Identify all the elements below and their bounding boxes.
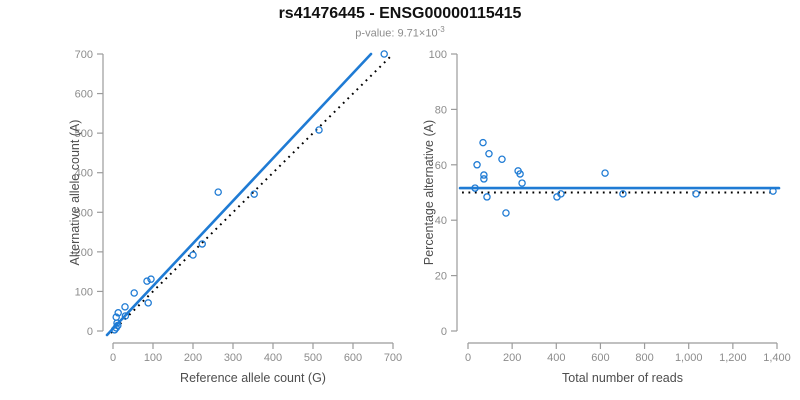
x-axis-title: Reference allele count (G): [180, 371, 326, 385]
data-point: [214, 188, 222, 196]
x-tick-label: 700: [384, 352, 402, 364]
data-point: [130, 289, 138, 297]
data-point: [480, 175, 488, 183]
data-point: [315, 126, 323, 134]
data-point: [557, 190, 565, 198]
data-point: [502, 209, 510, 217]
y-tick-label: 200: [75, 247, 93, 259]
data-point: [147, 275, 155, 283]
data-point: [769, 187, 777, 195]
x-tick-label: 400: [547, 352, 565, 364]
y-tick-label: 20: [435, 271, 447, 283]
data-point: [516, 170, 524, 178]
x-tick-label: 0: [110, 352, 116, 364]
x-tick-label: 200: [184, 352, 202, 364]
data-point: [479, 138, 487, 147]
figure-subtitle: p-value: 9.71×10-3: [0, 25, 800, 40]
data-point: [485, 149, 493, 158]
x-tick-label: 500: [304, 352, 322, 364]
x-tick-label: 1,200: [719, 352, 747, 364]
data-point: [619, 190, 627, 198]
x-tick-label: 600: [344, 352, 362, 364]
data-point: [471, 184, 479, 192]
pvalue-exponent: -3: [437, 25, 445, 34]
regression-line: [105, 52, 373, 337]
y-tick-label: 300: [75, 207, 93, 219]
y-axis-title: Alternative allele count (A): [68, 120, 82, 266]
data-point: [114, 309, 122, 317]
y-tick-label: 700: [75, 49, 93, 61]
data-point: [112, 313, 120, 321]
data-point: [121, 303, 129, 311]
data-point: [143, 277, 151, 285]
x-tick-label: 600: [591, 352, 609, 364]
x-tick-label: 400: [264, 352, 282, 364]
x-tick-label: 1,000: [675, 352, 703, 364]
y-tick-label: 80: [435, 104, 447, 116]
data-point: [189, 251, 197, 259]
data-point: [473, 161, 481, 169]
data-point: [250, 190, 258, 198]
y-tick-label: 40: [435, 215, 447, 227]
figure-title: rs41476445 - ENSG00000115415: [278, 5, 522, 22]
data-point: [692, 190, 700, 198]
data-point: [601, 169, 609, 177]
data-point: [121, 312, 130, 320]
data-point: [198, 240, 206, 248]
y-tick-label: 100: [75, 286, 93, 298]
data-point: [518, 179, 526, 187]
y-tick-label: 500: [75, 128, 93, 140]
x-tick-label: 300: [224, 352, 242, 364]
x-tick-label: 1,400: [763, 352, 791, 364]
data-point: [480, 171, 488, 179]
y-tick-label: 0: [441, 326, 447, 338]
y-tick-label: 400: [75, 168, 93, 180]
y-tick-label: 60: [435, 160, 447, 172]
data-point: [498, 155, 506, 164]
x-tick-label: 100: [144, 352, 162, 364]
pvalue-label: p-value: 9.71×10: [355, 27, 438, 40]
x-axis-title: Total number of reads: [562, 371, 683, 385]
data-point: [380, 50, 388, 58]
x-tick-label: 200: [503, 352, 521, 364]
data-point: [144, 299, 152, 307]
x-tick-label: 800: [635, 352, 653, 364]
y-tick-label: 100: [429, 49, 447, 61]
y-tick-label: 600: [75, 89, 93, 101]
y-tick-label: 0: [87, 326, 93, 338]
data-point: [483, 193, 491, 201]
x-tick-label: 0: [465, 352, 471, 364]
y-axis-title: Percentage alternative (A): [422, 120, 436, 265]
